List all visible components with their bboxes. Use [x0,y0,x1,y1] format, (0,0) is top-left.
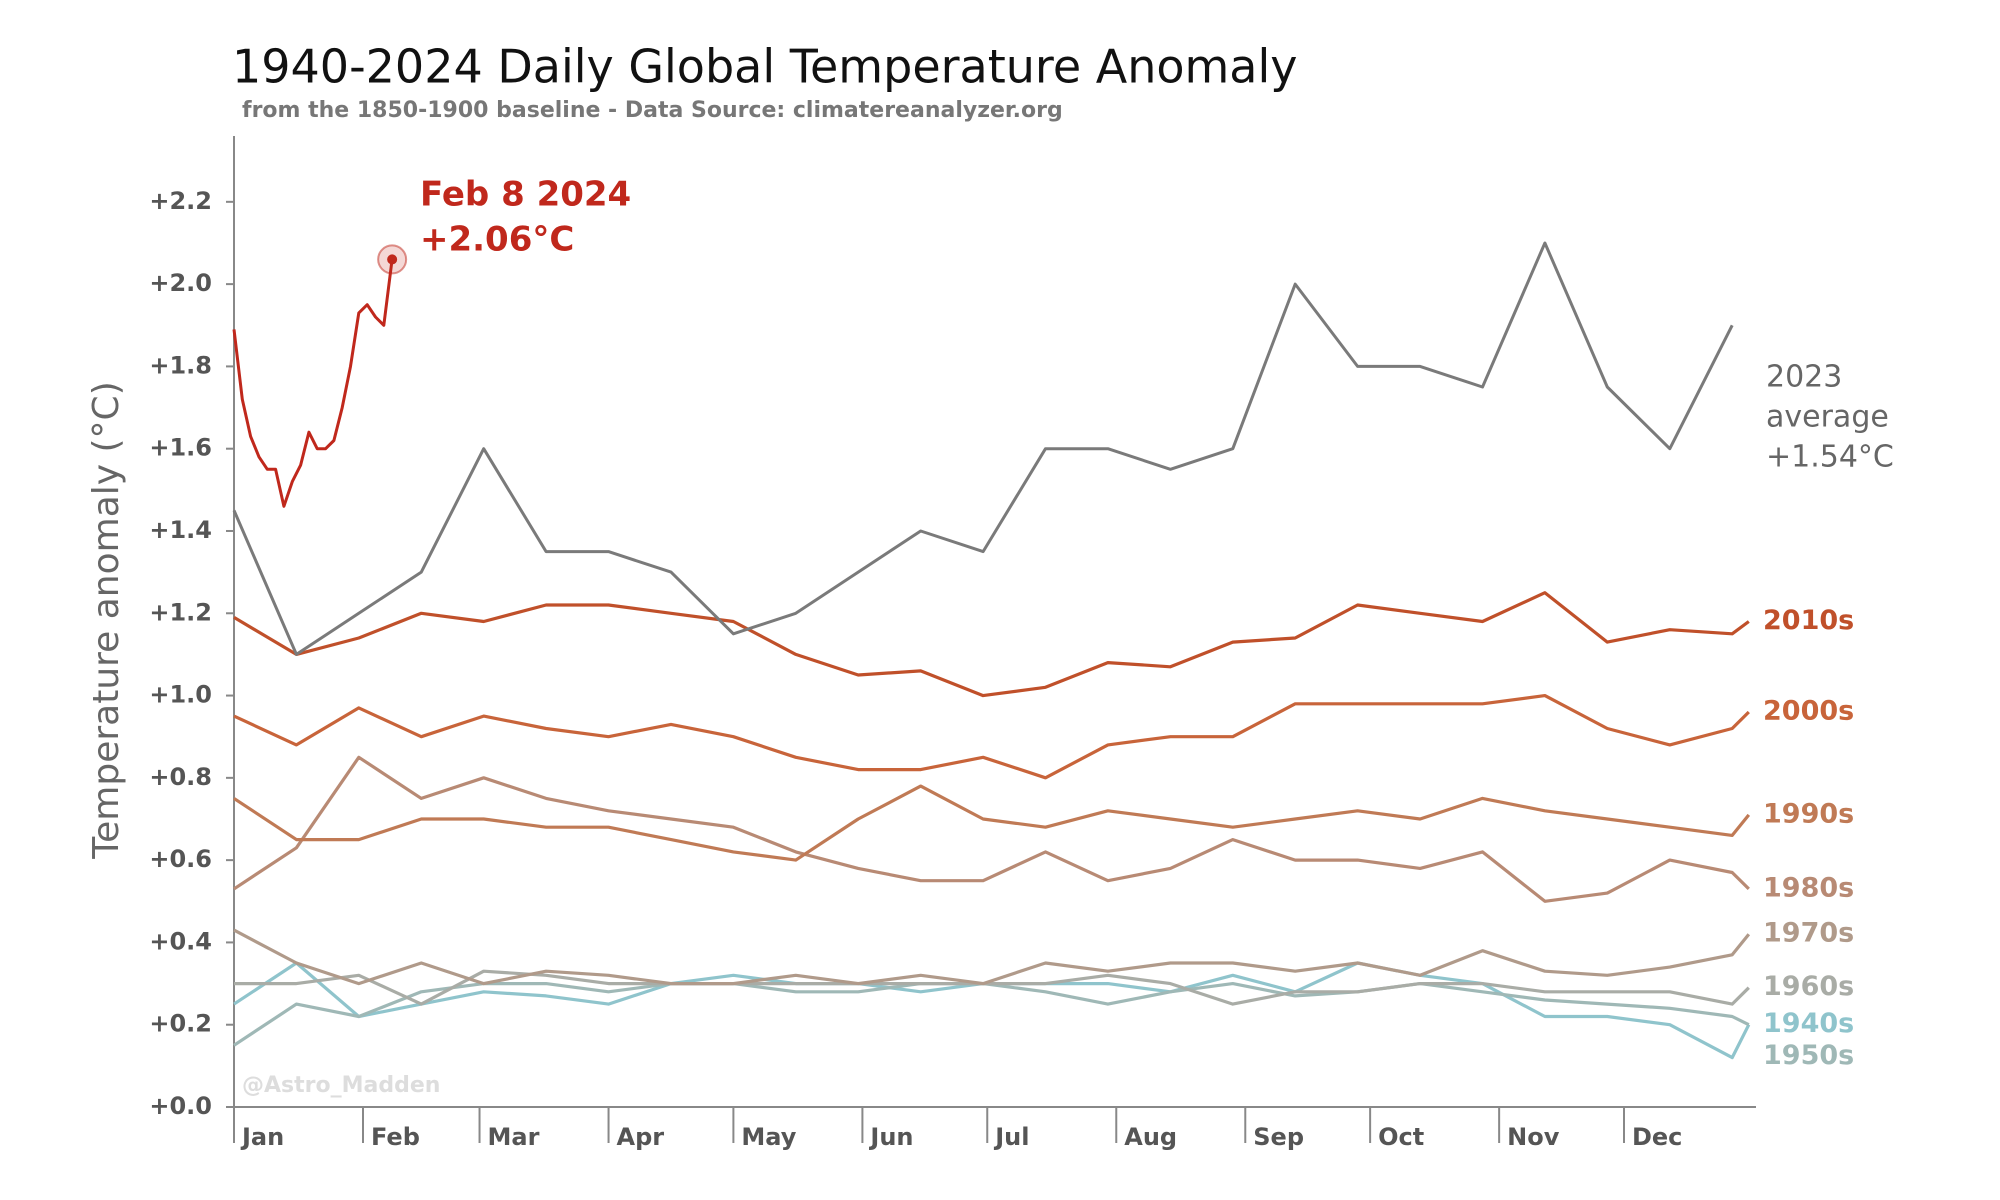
y-tick-label: +0.4 [149,927,212,955]
series-line [233,928,1751,986]
chart-subtitle: from the 1850-1900 baseline - Data Sourc… [242,98,1063,123]
x-tick-label: Nov [1507,1123,1560,1151]
y-tick-label: +2.2 [149,187,212,215]
series-line [233,982,1750,1047]
x-tick-label: Apr [617,1123,665,1151]
series-label: 2023 [1766,360,1842,395]
series-label: 2010s [1763,605,1854,636]
y-tick-label: +1.2 [149,598,212,626]
series-line [233,755,1750,903]
annotation: average [1766,400,1889,435]
y-tick-label: +1.6 [149,434,212,462]
series-line [234,969,1750,1006]
series-label: 2000s [1763,696,1854,727]
chart-title: 1940-2024 Daily Global Temperature Anoma… [232,40,1298,94]
series-line [233,694,1750,780]
series-line [233,784,1751,862]
y-tick-label: +1.4 [149,516,212,544]
y-tick-label: +0.8 [149,763,212,791]
x-tick-label: Aug [1124,1123,1177,1151]
annotation: +1.54°C [1766,440,1894,475]
x-tick-label: Sep [1253,1123,1304,1151]
series-line [232,241,1734,656]
watermark: @Astro_Madden [242,1073,440,1098]
x-tick-label: Oct [1378,1123,1424,1151]
annotation: +2.06°C [420,220,574,260]
y-tick-label: +0.2 [149,1010,212,1038]
x-tick-label: Jun [868,1123,913,1151]
x-tick-label: Jul [993,1123,1029,1151]
y-tick-label: +1.8 [149,351,212,379]
x-tick-label: Jan [240,1123,284,1151]
series-label: 1950s [1763,1040,1854,1071]
y-axis-label: Temperature anomaly (°C) [86,381,127,860]
x-tick-label: Dec [1632,1123,1682,1151]
series-label: 1940s [1763,1008,1854,1039]
y-tick-label: +2.0 [149,269,212,297]
series-label: 1960s [1763,971,1854,1002]
series-label: 1980s [1763,872,1854,903]
x-tick-label: May [741,1123,796,1151]
y-tick-label: +1.0 [149,681,212,709]
x-tick-label: Feb [371,1123,420,1151]
series-line [232,259,394,508]
series-line [233,591,1750,698]
x-tick-label: Mar [488,1123,540,1151]
series-label: 1970s [1763,918,1854,949]
highlight-point [387,254,398,265]
annotation: Feb 8 2024 [420,175,631,215]
y-tick-label: +0.6 [149,845,212,873]
series-label: 1990s [1763,798,1854,829]
y-tick-label: +0.0 [149,1092,212,1120]
